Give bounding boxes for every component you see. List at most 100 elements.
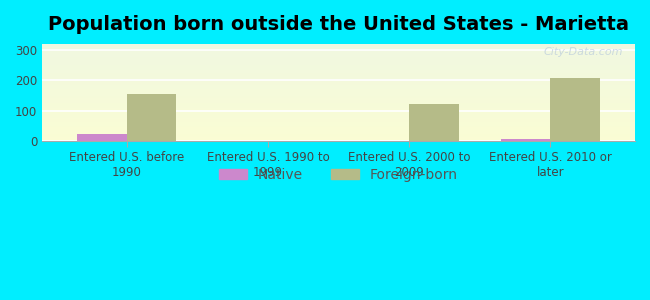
- Bar: [42, 84, 635, 85]
- Bar: [42, 122, 635, 123]
- Bar: [42, 59, 635, 60]
- Bar: [42, 105, 635, 106]
- Bar: [42, 91, 635, 92]
- Legend: Native, Foreign-born: Native, Foreign-born: [214, 162, 463, 187]
- Bar: [42, 131, 635, 132]
- Bar: [42, 73, 635, 74]
- Bar: [42, 120, 635, 121]
- Bar: [42, 81, 635, 82]
- Bar: [42, 116, 635, 117]
- Bar: [42, 79, 635, 80]
- Bar: [42, 132, 635, 133]
- Bar: [42, 55, 635, 56]
- Bar: [42, 85, 635, 86]
- Bar: [42, 70, 635, 71]
- Bar: [42, 89, 635, 91]
- Bar: [42, 63, 635, 64]
- Bar: [42, 46, 635, 47]
- Bar: [42, 93, 635, 94]
- Bar: [42, 115, 635, 116]
- Bar: [127, 94, 176, 141]
- Bar: [42, 75, 635, 76]
- Bar: [42, 127, 635, 128]
- Bar: [42, 126, 635, 127]
- Bar: [42, 92, 635, 93]
- Bar: [42, 82, 635, 83]
- Bar: [42, 121, 635, 122]
- Bar: [42, 78, 635, 79]
- Bar: [42, 128, 635, 129]
- Bar: [42, 67, 635, 68]
- Bar: [42, 95, 635, 96]
- Bar: [42, 102, 635, 103]
- Bar: [42, 98, 635, 99]
- Bar: [42, 139, 635, 140]
- Bar: [42, 50, 635, 51]
- Bar: [551, 78, 600, 141]
- Bar: [42, 99, 635, 100]
- Bar: [42, 66, 635, 67]
- Bar: [42, 138, 635, 139]
- Bar: [42, 111, 635, 112]
- Bar: [42, 62, 635, 63]
- Bar: [42, 76, 635, 77]
- Bar: [42, 113, 635, 114]
- Bar: [42, 83, 635, 84]
- Bar: [42, 101, 635, 102]
- Bar: [42, 130, 635, 131]
- Bar: [42, 47, 635, 48]
- Bar: [42, 123, 635, 124]
- Bar: [42, 44, 635, 45]
- Bar: [42, 103, 635, 104]
- Bar: [42, 106, 635, 107]
- Bar: [42, 72, 635, 73]
- Bar: [42, 133, 635, 134]
- Bar: [42, 118, 635, 119]
- Bar: [42, 85, 635, 87]
- Bar: [42, 60, 635, 61]
- Bar: [42, 94, 635, 95]
- Bar: [42, 51, 635, 52]
- Bar: [42, 45, 635, 46]
- Bar: [42, 65, 635, 66]
- Bar: [42, 69, 635, 70]
- Bar: [42, 100, 635, 101]
- Bar: [42, 110, 635, 111]
- Bar: [501, 139, 551, 141]
- Bar: [42, 107, 635, 108]
- Bar: [42, 125, 635, 126]
- Bar: [42, 136, 635, 137]
- Bar: [42, 129, 635, 130]
- Bar: [42, 112, 635, 113]
- Title: Population born outside the United States - Marietta: Population born outside the United State…: [48, 15, 629, 34]
- Bar: [42, 97, 635, 98]
- Bar: [42, 77, 635, 78]
- Bar: [42, 54, 635, 55]
- Bar: [77, 134, 127, 141]
- Text: City-Data.com: City-Data.com: [543, 47, 623, 57]
- Bar: [409, 104, 458, 141]
- Bar: [42, 114, 635, 115]
- Bar: [42, 56, 635, 58]
- Bar: [42, 80, 635, 81]
- Bar: [42, 68, 635, 69]
- Bar: [42, 49, 635, 50]
- Bar: [42, 61, 635, 62]
- Bar: [42, 135, 635, 136]
- Bar: [42, 58, 635, 59]
- Bar: [42, 48, 635, 49]
- Bar: [42, 96, 635, 97]
- Bar: [42, 134, 635, 135]
- Bar: [42, 71, 635, 72]
- Bar: [42, 88, 635, 89]
- Bar: [42, 74, 635, 75]
- Bar: [42, 118, 635, 120]
- Bar: [42, 117, 635, 118]
- Bar: [42, 109, 635, 110]
- Bar: [42, 137, 635, 138]
- Bar: [42, 43, 635, 44]
- Bar: [42, 52, 635, 54]
- Bar: [42, 108, 635, 109]
- Bar: [42, 104, 635, 105]
- Bar: [42, 87, 635, 88]
